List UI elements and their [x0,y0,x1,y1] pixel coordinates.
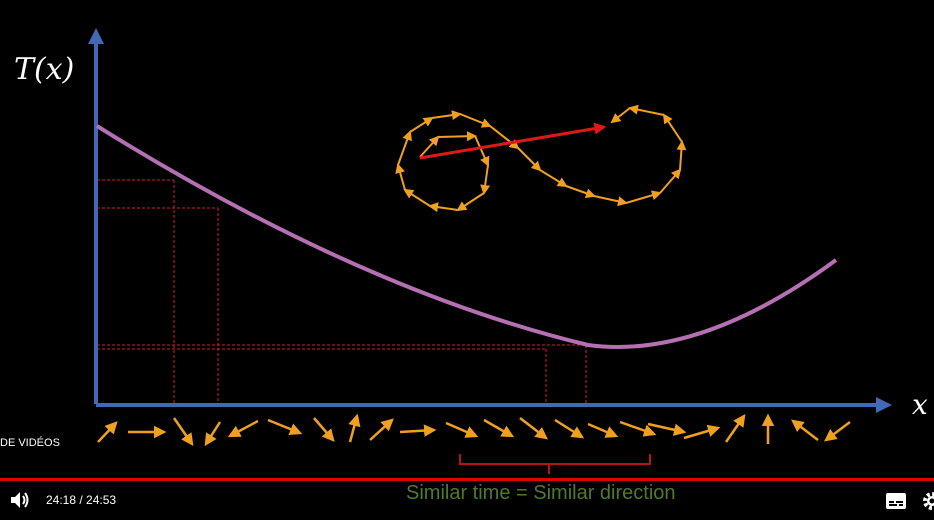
curve-t-of-x [95,124,838,349]
progress-bar[interactable] [0,478,934,481]
range-bracket [459,454,651,474]
guide-lines [97,179,587,404]
x-axis-label: x [912,388,928,421]
subtitles-button[interactable] [884,490,908,512]
time-display: 24:18 / 24:53 [46,493,117,507]
player-controls: 24:18 / 24:53 [0,484,934,520]
direction-arrows [97,413,851,447]
settings-button[interactable] [920,490,934,512]
volume-button[interactable] [8,488,32,512]
caption-text: Similar time = Similar direction [406,482,676,504]
displacement-arrow [419,122,607,160]
settings-icon [923,492,934,510]
y-axis-label: T(x) [14,52,75,87]
volume-icon [11,492,29,508]
side-label: DE VIDÉOS [0,437,60,449]
figure-eight-path [395,104,687,213]
subtitles-icon [886,493,906,509]
